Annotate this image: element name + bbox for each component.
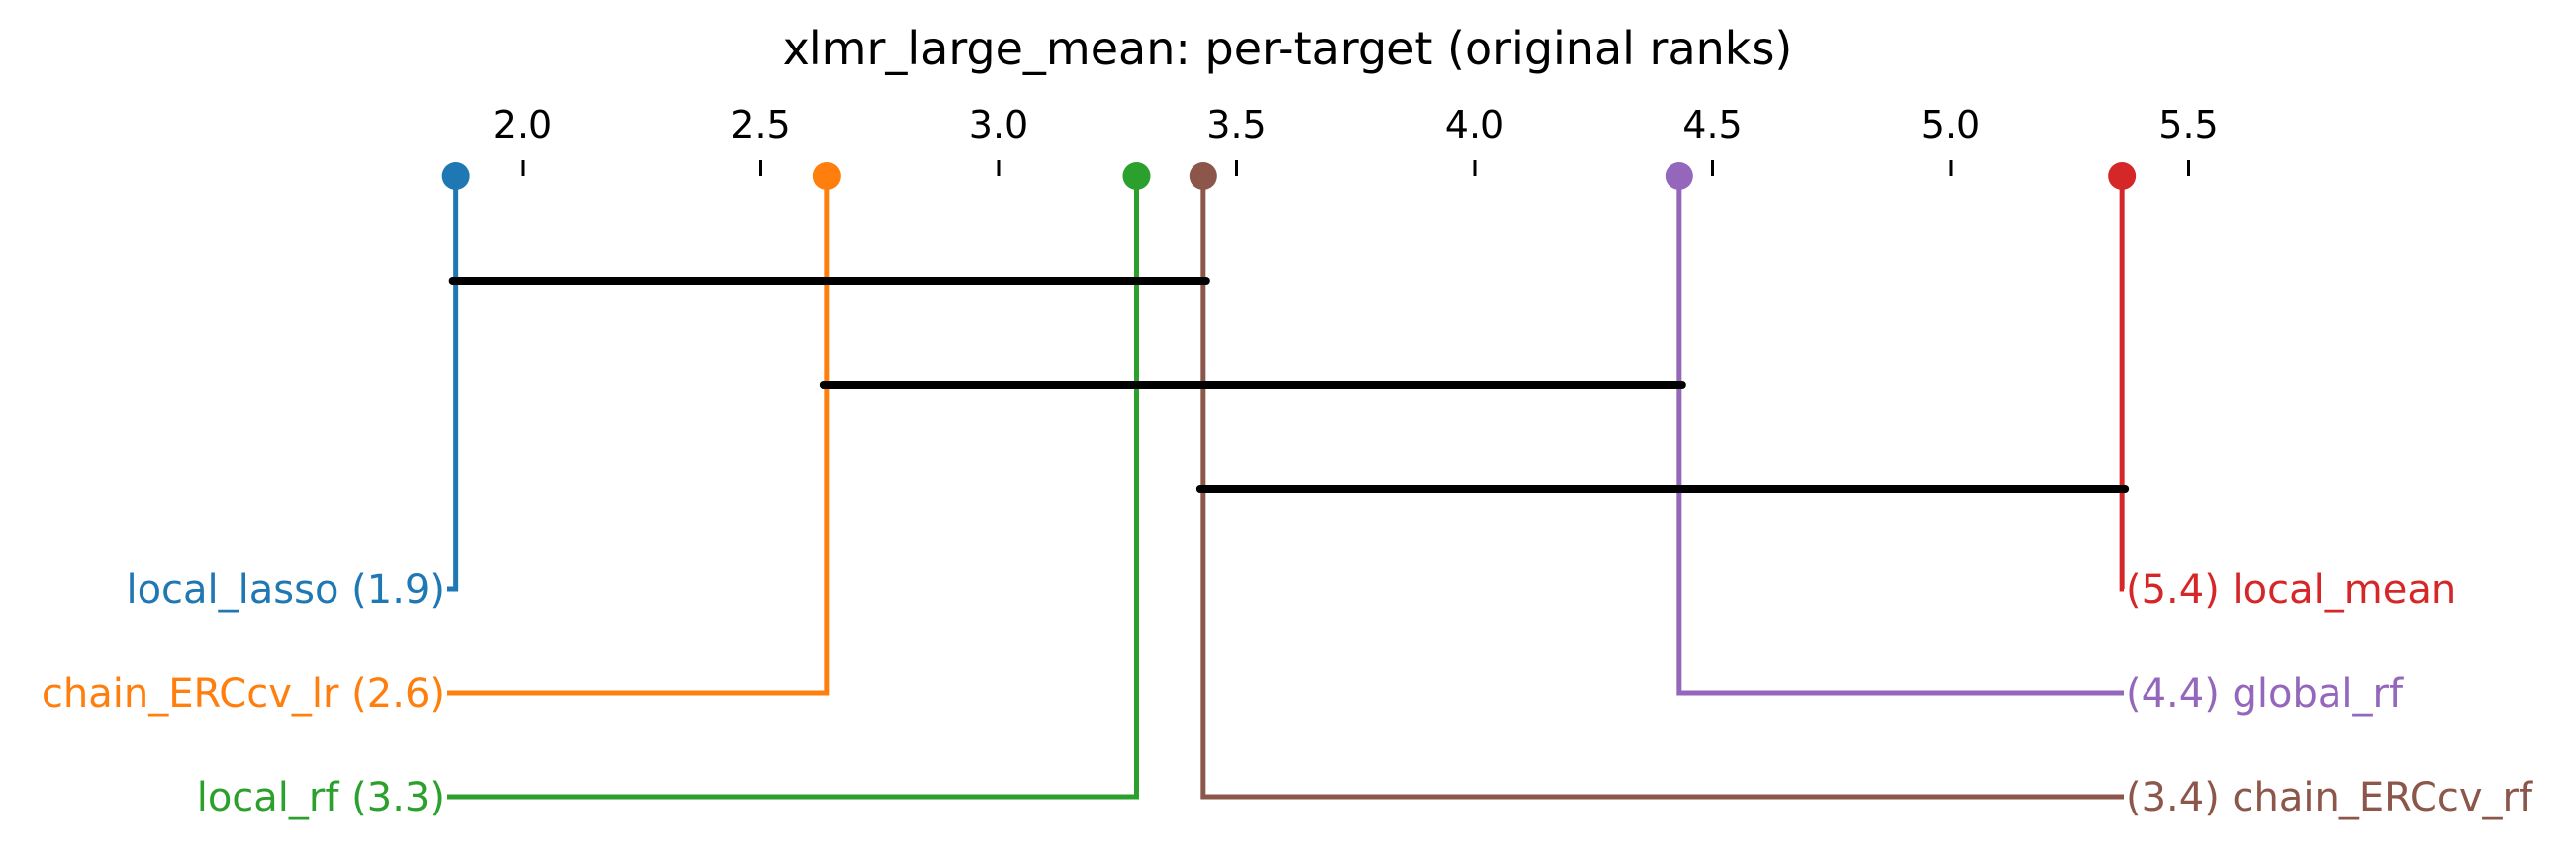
tick-label: 5.5 [2158, 103, 2218, 146]
tick-label: 3.0 [969, 103, 1028, 146]
method-label: (3.4) chain_ERCcv_rf [2126, 775, 2533, 820]
method-label: local_lasso (1.9) [126, 567, 445, 613]
method-stem [447, 176, 830, 696]
tick-label: 2.5 [730, 103, 790, 146]
method-stem [447, 176, 459, 592]
method-stems [441, 162, 2137, 800]
tick-label: 3.5 [1206, 103, 1266, 146]
tick-label: 2.0 [493, 103, 552, 146]
method-label: local_rf (3.3) [197, 775, 445, 820]
clique-bars [448, 277, 2130, 493]
rank-marker [2108, 162, 2137, 190]
tick-label: 4.5 [1682, 103, 1742, 146]
rank-marker [1189, 162, 1217, 190]
rank-marker [1665, 162, 1693, 190]
rank-marker [441, 162, 470, 190]
tick-label: 5.0 [1921, 103, 1980, 146]
axis-ticks: 2.0 2.5 3.0 3.5 4.0 4.5 5.0 5.5 [493, 103, 2219, 176]
rank-marker [1122, 162, 1151, 190]
method-label: (5.4) local_mean [2126, 567, 2456, 613]
chart-title: xlmr_large_mean: per-target (original ra… [783, 22, 1793, 75]
method-labels: local_lasso (1.9) chain_ERCcv_lr (2.6) loc… [42, 567, 2533, 820]
tick-label: 4.0 [1445, 103, 1504, 146]
method-stem [2119, 176, 2125, 592]
method-label: chain_ERCcv_lr (2.6) [42, 671, 445, 717]
method-stem [1676, 176, 2124, 696]
rank-marker [812, 162, 841, 190]
method-stem [447, 176, 1139, 800]
method-label: (4.4) global_rf [2126, 671, 2404, 717]
